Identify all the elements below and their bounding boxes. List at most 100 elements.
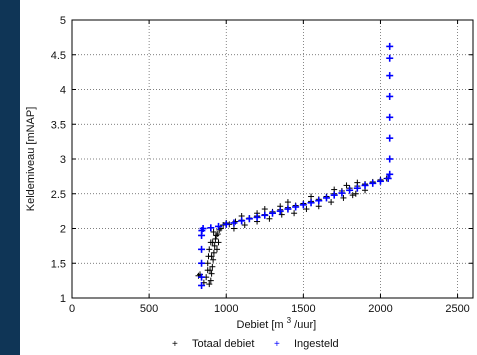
legend-marker-totaal: +: [172, 339, 178, 350]
data-point: [211, 242, 218, 249]
data-point: [354, 179, 361, 186]
data-point: [376, 177, 384, 185]
y-tick-label: 2.5: [51, 189, 66, 201]
series-ingesteld: [198, 42, 394, 289]
data-point: [386, 92, 394, 100]
data-point: [369, 179, 377, 187]
data-point: [386, 72, 394, 80]
data-point: [361, 181, 369, 189]
data-point: [386, 170, 394, 178]
data-point: [208, 270, 215, 277]
y-tick-label: 5: [60, 15, 66, 27]
legend-marker-ingesteld: +: [274, 339, 280, 350]
data-point: [241, 222, 248, 229]
grid-lines: [72, 20, 473, 298]
x-axis-label-superscript: 3: [287, 316, 292, 325]
data-point: [384, 174, 392, 182]
y-tick-label: 1: [60, 293, 66, 305]
slide-left-band: [0, 0, 20, 355]
data-point: [276, 207, 284, 215]
data-point: [386, 134, 394, 142]
data-point: [299, 201, 307, 209]
y-tick-label: 4.5: [51, 50, 66, 62]
legend-label-ingesteld: Ingesteld: [294, 338, 339, 350]
data-point: [207, 267, 214, 274]
data-point: [208, 253, 215, 260]
data-point: [213, 232, 220, 239]
data-point: [207, 224, 215, 232]
data-point: [210, 249, 217, 256]
data-point: [315, 197, 323, 205]
data-point: [346, 186, 354, 194]
data-point: [238, 217, 246, 225]
data-point: [343, 182, 350, 189]
x-tick-label: 1000: [214, 303, 238, 315]
data-point: [284, 205, 292, 213]
data-point: [284, 199, 291, 206]
y-tick-label: 1.5: [51, 258, 66, 270]
data-point: [307, 199, 315, 207]
data-point: [261, 206, 268, 213]
y-tick-label: 2: [60, 224, 66, 236]
data-point: [353, 184, 361, 192]
data-point: [215, 239, 222, 246]
data-point: [206, 281, 213, 288]
data-point: [338, 189, 346, 197]
x-tick-label: 1500: [291, 303, 315, 315]
data-point: [214, 231, 221, 238]
y-tick-label: 3.5: [51, 119, 66, 131]
data-point: [245, 215, 253, 223]
data-point: [330, 191, 338, 199]
data-point: [222, 220, 230, 228]
data-point: [209, 263, 216, 270]
series-totaal-debiet: [195, 175, 390, 288]
data-point: [210, 256, 217, 263]
data-point: [266, 215, 273, 222]
data-point: [215, 222, 223, 230]
x-axis-label-part1: Debiet [m: [237, 319, 284, 331]
legend: + Totaal debiet + Ingesteld: [172, 338, 339, 350]
data-point: [253, 213, 261, 221]
data-point: [328, 199, 335, 206]
data-point: [303, 206, 310, 213]
data-point: [386, 155, 394, 163]
x-tick-label: 500: [140, 303, 158, 315]
data-point: [209, 239, 216, 246]
y-tick-label: 3: [60, 154, 66, 166]
data-point: [386, 42, 394, 50]
data-point: [198, 245, 206, 253]
data-point: [213, 246, 220, 253]
data-point: [269, 209, 276, 217]
data-point: [204, 260, 211, 267]
data-point: [291, 210, 298, 217]
data-point: [199, 225, 207, 232]
data-point: [331, 186, 338, 193]
y-tick-label: 4: [60, 85, 66, 97]
data-point: [340, 194, 347, 201]
x-tick-label: 2000: [368, 303, 392, 315]
x-axis-label: Debiet [m 3 /uur]: [237, 314, 317, 331]
scatter-chart: 0 500 1000 1500 2000 2500 1 1.5 2 2.5 3 3.5 4 4.5 5 Ke…: [25, 15, 474, 350]
data-point: [308, 193, 315, 200]
y-axis-label: Keldemiveau [mNAP]: [25, 107, 37, 212]
data-point: [210, 228, 217, 235]
data-point: [292, 203, 300, 211]
data-point: [198, 259, 206, 267]
x-axis-label-part2: /uur]: [294, 319, 316, 331]
data-point: [352, 190, 359, 197]
data-point: [315, 203, 322, 210]
data-point: [206, 246, 213, 253]
data-point: [349, 192, 356, 199]
legend-label-totaal: Totaal debiet: [192, 338, 254, 350]
data-point: [198, 273, 206, 281]
data-point: [212, 235, 219, 242]
x-tick-label: 2500: [445, 303, 469, 315]
data-point: [230, 219, 238, 227]
data-point: [386, 54, 394, 62]
data-point: [198, 281, 206, 289]
data-point: [261, 211, 269, 219]
data-point: [386, 113, 394, 121]
data-point: [230, 225, 237, 232]
data-point: [207, 277, 214, 284]
axis-ticks: 0 500 1000 1500 2000 2500 1 1.5 2 2.5 3 3.5 4 4.5 5: [51, 15, 473, 315]
